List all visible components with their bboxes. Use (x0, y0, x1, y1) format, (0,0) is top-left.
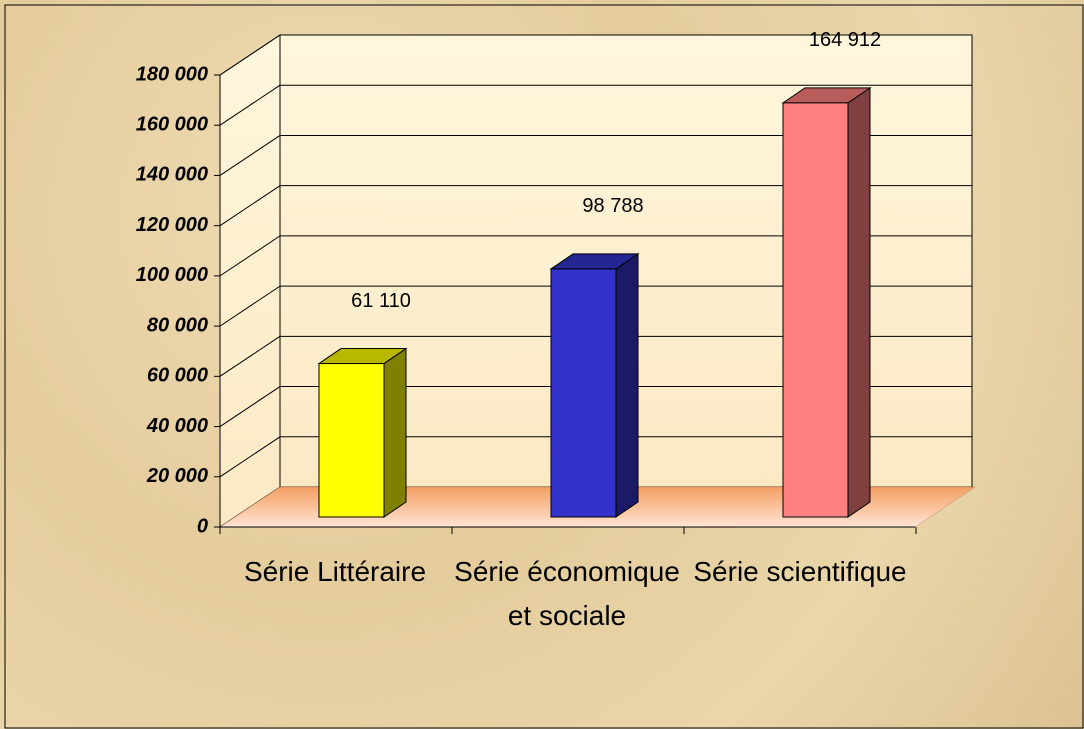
data-label: 61 110 (351, 290, 411, 312)
frame (4, 4, 1084, 729)
side-wall (219, 34, 281, 528)
bar (550, 268, 617, 518)
y-tick-label: 140 000 (136, 164, 208, 186)
bar (782, 102, 849, 518)
data-label: 164 912 (809, 29, 881, 51)
grid-line (219, 84, 281, 126)
y-tick-label: 160 000 (136, 114, 208, 136)
grid-line (219, 386, 281, 427)
grid-line (219, 285, 281, 327)
grid-line (219, 436, 281, 478)
grid-line (219, 135, 281, 176)
y-tick-label: 120 000 (136, 214, 208, 236)
bar-side (847, 86, 871, 518)
bar (318, 363, 385, 518)
y-tick-label: 40 000 (146, 415, 208, 437)
bar-side (383, 347, 407, 518)
y-tick-label: 60 000 (147, 365, 208, 387)
grid-line (219, 185, 281, 227)
grid-line (219, 34, 281, 76)
y-tick-label: 0 (197, 515, 208, 537)
data-label: 98 788 (582, 195, 643, 217)
y-tick-label: 100 000 (136, 264, 208, 286)
grid-line (219, 335, 281, 377)
y-tick-label: 20 000 (146, 465, 208, 487)
bar-side (615, 252, 639, 518)
grid-line (219, 235, 281, 277)
y-tick-label: 80 000 (147, 314, 208, 336)
x-tick-label: Série scientifique (693, 556, 907, 587)
x-tick-label: Série Littéraire (243, 556, 427, 587)
x-tick-label: Série économique et sociale (454, 556, 680, 631)
y-tick-label: 180 000 (136, 63, 208, 85)
